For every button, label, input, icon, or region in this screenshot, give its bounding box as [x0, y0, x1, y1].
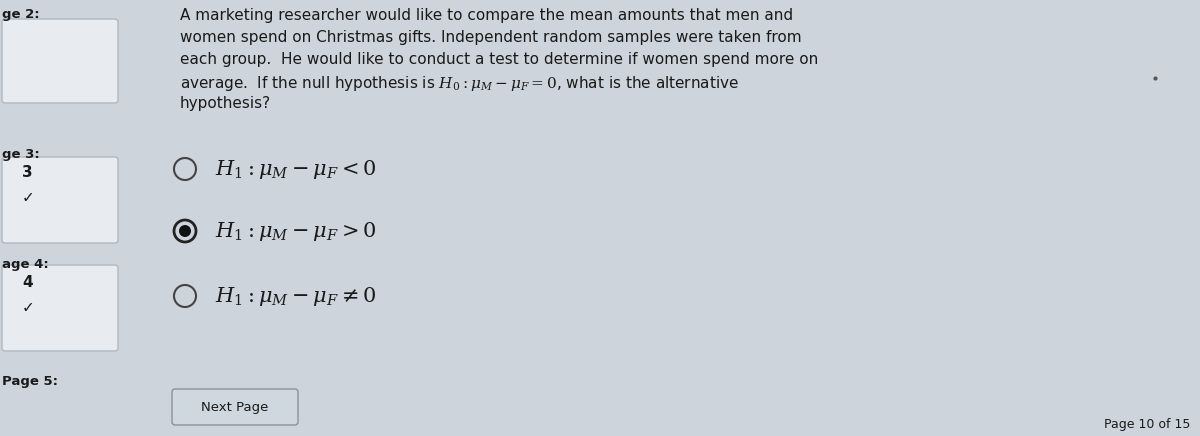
Text: $H_1 : \mu_M - \mu_F < 0$: $H_1 : \mu_M - \mu_F < 0$	[215, 158, 377, 181]
FancyBboxPatch shape	[172, 389, 298, 425]
Text: 4: 4	[22, 275, 32, 290]
Text: ge 2:: ge 2:	[2, 8, 40, 21]
FancyBboxPatch shape	[2, 265, 118, 351]
Text: ✓: ✓	[22, 190, 35, 205]
Text: $H_1 : \mu_M - \mu_F \neq 0$: $H_1 : \mu_M - \mu_F \neq 0$	[215, 285, 377, 308]
Text: each group.  He would like to conduct a test to determine if women spend more on: each group. He would like to conduct a t…	[180, 52, 818, 67]
Text: Next Page: Next Page	[202, 401, 269, 413]
Text: age 4:: age 4:	[2, 258, 49, 271]
FancyBboxPatch shape	[2, 19, 118, 103]
Text: Page 10 of 15: Page 10 of 15	[1104, 418, 1190, 431]
Text: Page 5:: Page 5:	[2, 375, 58, 388]
Text: A marketing researcher would like to compare the mean amounts that men and: A marketing researcher would like to com…	[180, 8, 793, 23]
FancyBboxPatch shape	[2, 157, 118, 243]
Circle shape	[179, 225, 191, 237]
Text: 3: 3	[22, 165, 32, 180]
Text: ge 3:: ge 3:	[2, 148, 40, 161]
Text: ✓: ✓	[22, 300, 35, 315]
Text: average.  If the null hypothesis is $H_0 : \mu_M - \mu_F = 0$, what is the alter: average. If the null hypothesis is $H_0 …	[180, 74, 739, 93]
Text: women spend on Christmas gifts. Independent random samples were taken from: women spend on Christmas gifts. Independ…	[180, 30, 802, 45]
Text: $H_1 : \mu_M - \mu_F > 0$: $H_1 : \mu_M - \mu_F > 0$	[215, 220, 377, 243]
Text: hypothesis?: hypothesis?	[180, 96, 271, 111]
